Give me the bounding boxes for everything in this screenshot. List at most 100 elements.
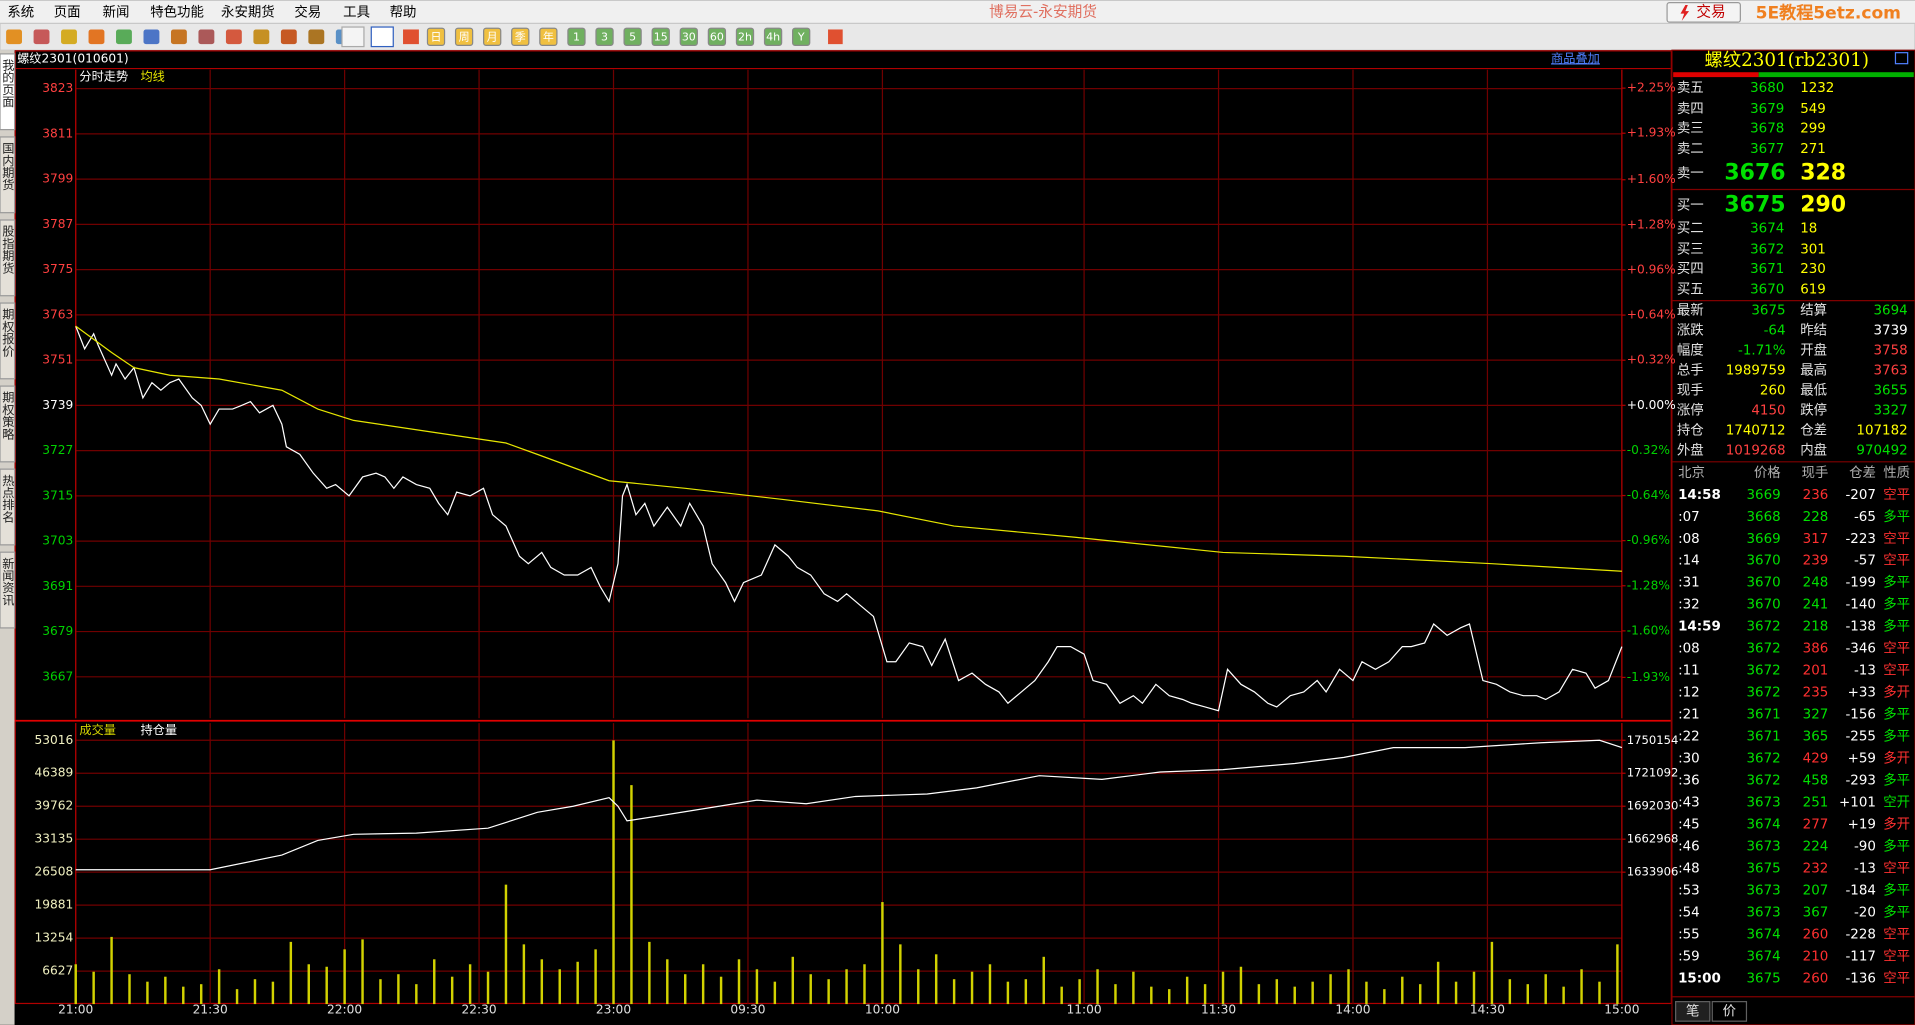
toolbar-chart-icon[interactable] [370, 26, 394, 48]
toolbar-icon[interactable] [225, 29, 242, 45]
toolbar-icon[interactable] [143, 29, 160, 45]
period-button-bg[interactable] [707, 27, 727, 46]
menu-item[interactable]: 工具 [343, 5, 370, 20]
period-button-bg[interactable] [792, 27, 811, 46]
period-button[interactable]: 60 [710, 30, 724, 43]
trade-time: 15:00 [1678, 971, 1721, 986]
sidebar-tab[interactable]: 热点排名 [0, 474, 14, 523]
period-button[interactable]: 周 [459, 30, 470, 43]
y2-tick-label: -0.32% [1627, 443, 1670, 457]
period-button[interactable]: Y [797, 30, 805, 43]
sidebar-tab-bg[interactable] [0, 468, 16, 546]
toolbar-icon[interactable] [170, 29, 187, 45]
toolbar-icon[interactable] [280, 29, 297, 45]
menu-item[interactable]: 特色功能 [150, 3, 204, 20]
panel-icon[interactable] [1894, 52, 1909, 65]
sidebar-tab[interactable]: 我的页面 [0, 59, 14, 108]
sidebar-tab[interactable]: 新闻资讯 [0, 556, 14, 607]
toolbar-icon[interactable] [6, 29, 22, 45]
toolbar-icon[interactable] [33, 29, 50, 45]
toolbar-icon[interactable] [828, 29, 843, 45]
volume-bar [128, 974, 131, 1005]
x-tick-label: 14:30 [1470, 1003, 1505, 1017]
sidebar-tab[interactable]: 股指期货 [0, 225, 14, 275]
sidebar-tab-bg[interactable] [0, 136, 16, 214]
bottom-tab[interactable]: 价 [1723, 1004, 1737, 1019]
book-volume: 290 [1800, 192, 1846, 217]
toolbar-icon[interactable] [198, 29, 215, 45]
period-button[interactable]: 季 [515, 30, 526, 43]
period-button[interactable]: 15 [654, 30, 668, 43]
sidebar-tab-bg[interactable] [0, 385, 16, 463]
period-button[interactable]: 2h [738, 30, 752, 43]
trade-change: -184 [1845, 883, 1875, 898]
main-area [14, 50, 1915, 1025]
menu-item[interactable]: 新闻 [103, 4, 130, 20]
volume-bar [917, 969, 920, 1005]
stat-label: 总手 [1677, 362, 1704, 378]
period-button[interactable]: 5 [629, 30, 636, 43]
period-button-bg[interactable] [567, 27, 586, 46]
volume-bar [1275, 979, 1279, 1005]
trade-nature: 多平 [1883, 508, 1910, 525]
trades-header: 性质 [1883, 465, 1910, 481]
bottom-tab[interactable]: 笔 [1686, 1003, 1699, 1019]
period-button[interactable]: 30 [682, 30, 696, 43]
period-button-bg[interactable] [595, 27, 614, 46]
toolbar-icon[interactable] [88, 29, 105, 45]
overlay-link[interactable]: 商品叠加 [1551, 50, 1600, 65]
sidebar-tab[interactable]: 期权策略 [0, 391, 14, 441]
period-button-bg[interactable] [539, 27, 558, 46]
y-tick-label: 19881 [34, 898, 73, 912]
menu-item[interactable]: 永安期货 [221, 3, 275, 20]
bottom-tab-bg[interactable] [1711, 1001, 1748, 1022]
sidebar-tab-bg[interactable] [0, 53, 16, 131]
period-button[interactable]: 月 [487, 30, 498, 43]
y2-tick-label: 1692030 [1627, 799, 1679, 813]
period-button-bg[interactable] [426, 27, 446, 46]
toolbar-chart-icon[interactable] [341, 26, 365, 48]
toolbar-icon[interactable] [116, 29, 132, 45]
volume-bar [1293, 986, 1296, 1005]
trade-nature: 空平 [1883, 641, 1910, 657]
sidebar-tab[interactable]: 国内期货 [0, 142, 14, 191]
period-button[interactable]: 日 [431, 30, 442, 43]
toolbar-icon[interactable] [403, 29, 419, 45]
period-button-bg[interactable] [483, 27, 502, 46]
toolbar-icon[interactable] [253, 29, 270, 45]
menu-item[interactable]: 交易 [294, 3, 321, 20]
period-button-bg[interactable] [679, 27, 698, 46]
trade-time: :07 [1678, 510, 1700, 525]
period-button[interactable]: 3 [601, 30, 608, 43]
period-button[interactable]: 4h [766, 30, 780, 43]
volume-bar [450, 976, 454, 1005]
trade-price: 3670 [1746, 554, 1780, 569]
bottom-tab-bg[interactable] [1675, 1001, 1711, 1022]
menu-item[interactable]: 系统 [7, 4, 34, 20]
sidebar-tab-bg[interactable] [0, 551, 16, 629]
period-button-bg[interactable] [454, 27, 474, 46]
trade-button-label[interactable]: 交易 [1696, 2, 1725, 20]
period-button-bg[interactable] [651, 27, 670, 46]
period-button-bg[interactable] [623, 27, 642, 46]
sidebar-tab[interactable]: 期权报价 [0, 308, 14, 357]
menu-item[interactable]: 页面 [54, 5, 81, 20]
toolbar-icon[interactable] [61, 29, 77, 45]
volume-bar [1401, 976, 1404, 1005]
period-button-bg[interactable] [763, 27, 783, 46]
y-tick-label: 3799 [42, 172, 73, 186]
y-tick-label: 3823 [42, 81, 73, 95]
stat-value: 260 [1760, 383, 1786, 398]
y-tick-label: 3811 [42, 126, 73, 140]
toolbar-icon[interactable] [308, 29, 325, 45]
period-button-bg[interactable] [511, 27, 530, 46]
period-button-bg[interactable] [735, 27, 755, 46]
sidebar-tab-bg[interactable] [0, 302, 16, 380]
period-button[interactable]: 年 [543, 29, 554, 43]
menu-item[interactable]: 帮助 [390, 4, 417, 20]
sidebar-tab-bg[interactable] [0, 219, 16, 297]
volume-bar [325, 966, 328, 1005]
period-button[interactable]: 1 [573, 30, 580, 43]
stat-value: -1.71% [1738, 343, 1786, 358]
trade-nature: 空平 [1883, 531, 1910, 547]
